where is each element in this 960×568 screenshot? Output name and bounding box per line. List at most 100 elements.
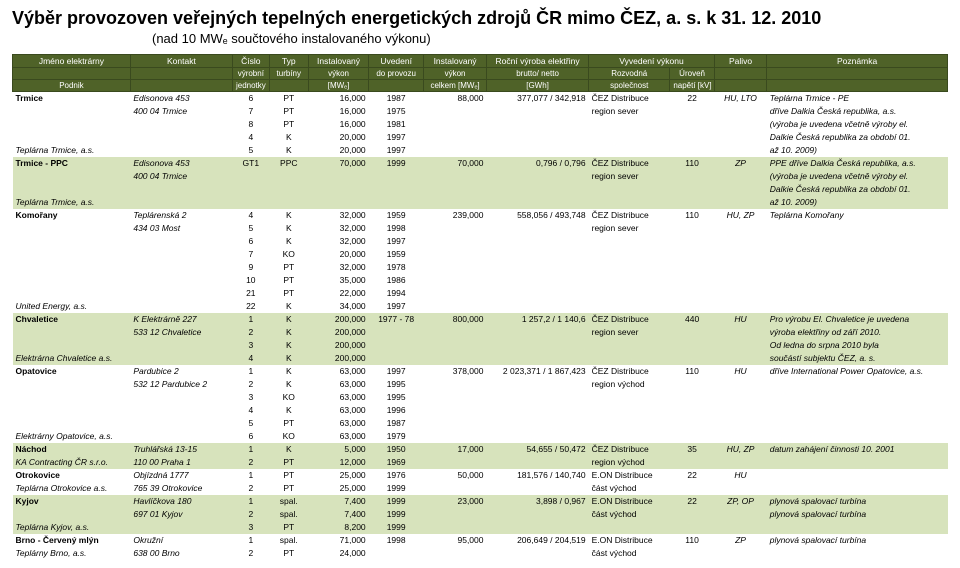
cell: Objízdná 1777 [130,469,232,482]
cell: 6 [232,430,269,443]
cell [424,287,487,300]
cell: region východ [589,378,670,391]
table-row: Teplárna Otrokovice a.s.765 39 Otrokovic… [13,482,948,495]
table-row: 532 12 Pardubice 22K63,0001995region výc… [13,378,948,391]
cell [130,183,232,196]
cell: 206,649 / 204,519 [486,534,588,547]
cell [232,183,269,196]
cell [714,404,766,417]
th: výkon [308,68,368,80]
cell: HU [714,365,766,378]
cell [589,339,670,352]
cell [714,248,766,261]
plant-cell [13,339,131,352]
table-row: 533 12 Chvaletice2K200,000region severvý… [13,326,948,339]
cell [424,105,487,118]
cell: 22,000 [308,287,368,300]
cell: E.ON Distribuce [589,534,670,547]
table-row: Teplárna Trmice, a.s.5K20,0001997až 10. … [13,144,948,157]
table-row: United Energy, a.s.22K34,0001997 [13,300,948,313]
table-row: Elektrárna Chvaletice a.s.4K200,000součá… [13,352,948,365]
cell: region sever [589,326,670,339]
cell: 7,400 [308,508,368,521]
table-row: OtrokoviceObjízdná 17771PT25,000197650,0… [13,469,948,482]
th: Palivo [714,55,766,68]
cell [130,235,232,248]
th: Podnik [13,80,131,92]
cell: 1999 [369,482,424,495]
th: jednotky [232,80,269,92]
cell [369,326,424,339]
cell [486,326,588,339]
cell: 1999 [369,157,424,170]
cell [424,131,487,144]
cell [486,404,588,417]
cell: Pardubice 2 [130,365,232,378]
cell: 22 [232,300,269,313]
cell: 3 [232,339,269,352]
cell: 1981 [369,118,424,131]
cell [424,196,487,209]
cell: 1 [232,534,269,547]
cell: K [269,365,308,378]
cell [670,508,715,521]
th: Úroveň [670,68,715,80]
table-row: 400 04 Trmice7PT16,0001975region severdř… [13,105,948,118]
cell: K [269,209,308,222]
cell [714,235,766,248]
cell [714,222,766,235]
cell [670,274,715,287]
cell: 50,000 [424,469,487,482]
cell [486,352,588,365]
cell: 95,000 [424,534,487,547]
cell: 400 04 Trmice [130,105,232,118]
th: Číslo [232,55,269,68]
cell: 377,077 / 342,918 [486,92,588,106]
cell [670,105,715,118]
cell: K [269,339,308,352]
cell [130,352,232,365]
cell: HU, ZP [714,443,766,456]
cell [486,417,588,430]
cell: 200,000 [308,352,368,365]
cell [714,339,766,352]
cell [670,261,715,274]
cell: 2 [232,456,269,469]
plant-cell [13,287,131,300]
cell [424,404,487,417]
cell: 1997 [369,235,424,248]
th [130,68,232,80]
cell [424,430,487,443]
cell: PT [269,118,308,131]
cell [670,222,715,235]
cell: Edisonova 453 [130,157,232,170]
cell: 1969 [369,456,424,469]
plant-cell [13,170,131,183]
plant-cell [13,508,131,521]
cell [424,521,487,534]
cell [589,144,670,157]
plant-cell [13,248,131,261]
cell [767,300,948,313]
cell: 1997 [369,131,424,144]
cell: výroba elektřiny od září 2010. [767,326,948,339]
cell [670,248,715,261]
table-row: Trmice - PPCEdisonova 453GT1PPC70,000199… [13,157,948,170]
cell [670,196,715,209]
cell: 0,796 / 0,796 [486,157,588,170]
cell: 63,000 [308,417,368,430]
cell [714,144,766,157]
cell [130,391,232,404]
cell [767,404,948,417]
th: brutto/ netto [486,68,588,80]
th [269,80,308,92]
cell: 1 257,2 / 1 140,6 [486,313,588,326]
cell: 110 [670,534,715,547]
cell [486,248,588,261]
th [13,68,131,80]
cell: PT [269,274,308,287]
cell: 200,000 [308,339,368,352]
cell: 70,000 [424,157,487,170]
cell: 1 [232,443,269,456]
cell [589,521,670,534]
